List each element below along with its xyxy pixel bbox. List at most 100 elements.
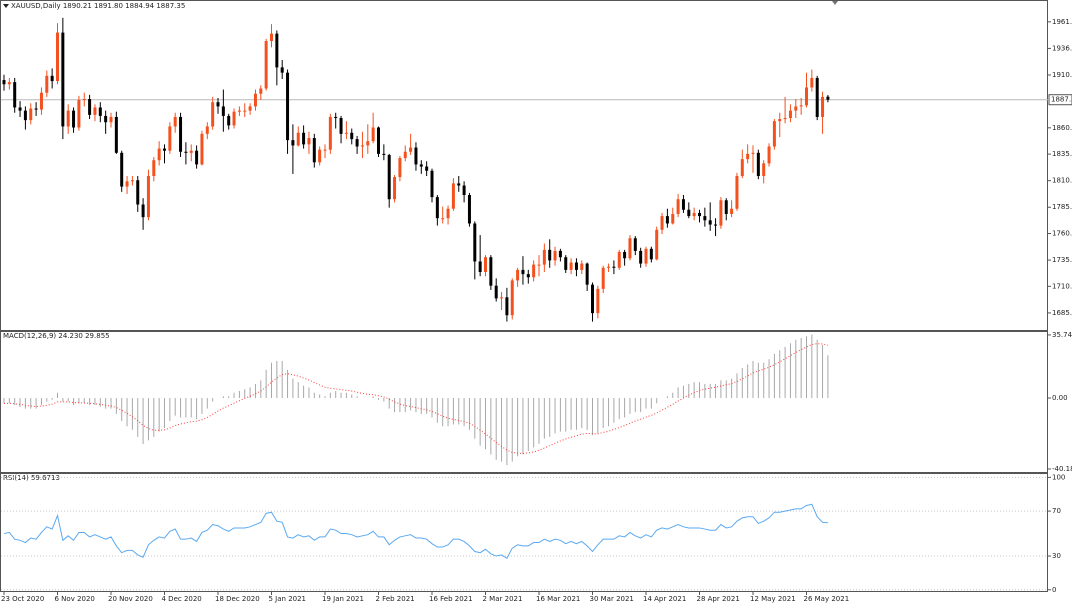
candle-body [714,224,718,226]
candle-body [425,166,429,171]
candle-body [323,149,327,151]
y-tick-label: 1785.40 [1052,203,1072,211]
candle-body [146,176,150,218]
candle-body [799,105,803,107]
y-tick-label: 1760.50 [1052,229,1072,237]
candle-body [724,200,728,214]
candle-body [328,116,332,150]
rsi-title: RSI(14) 59.6713 [3,474,60,482]
candle-body [264,41,268,89]
x-tick-label: 26 May 2021 [804,595,850,603]
candle-body [601,267,605,289]
candle-body [302,132,306,145]
x-tick-label: 20 Nov 2020 [108,595,153,603]
x-tick-label: 30 Mar 2021 [590,595,634,603]
candle-body [467,195,471,224]
candle-body [120,152,124,187]
candle-body [607,266,611,268]
y-tick-label: 1685.20 [1052,309,1072,317]
candle-body [740,159,744,177]
candle-body [478,261,482,272]
y-tick-label: -40.186 [1052,465,1072,473]
candle-body [216,102,220,107]
candle-body [671,213,675,224]
candle-body [371,127,375,142]
candle-body [334,116,338,119]
price-label-box [1048,94,1072,106]
rsi-panel-frame [0,473,1048,592]
x-tick-label: 28 Apr 2021 [697,595,740,603]
candle-body [163,148,166,151]
candle-body [419,164,423,167]
candle-body [82,99,86,101]
candle-body [435,197,439,219]
candle-body [810,77,814,88]
candle-body [500,297,504,299]
y-tick-label: 0.00 [1052,394,1068,402]
candle-body [612,266,616,268]
candle-body [730,208,734,214]
candle-body [403,151,407,159]
symbol-menu-arrow[interactable] [3,4,9,8]
candle-body [173,116,177,127]
x-tick-label: 19 Jan 2021 [322,595,364,603]
y-tick-label: 0 [1052,586,1056,594]
candle-body [778,119,782,122]
candle-body [703,216,707,221]
candle-body [393,177,397,200]
x-tick-label: 16 Feb 2021 [429,595,473,603]
candle-body [34,108,38,110]
candle-body [109,116,113,123]
candle-body [72,110,76,128]
y-tick-label: 100 [1052,473,1065,481]
y-tick-label: 70 [1052,507,1061,515]
candle-body [382,153,386,155]
candle-body [596,288,600,314]
candle-body [377,127,380,154]
y-tick-label: 1735.30 [1052,256,1072,264]
candle-body [243,110,247,112]
candle-body [18,107,22,111]
candle-body [125,181,129,187]
candle-body [2,80,6,85]
candle-body [548,249,552,261]
candle-body [318,149,322,163]
candle-body [441,218,445,220]
candle-body [826,96,830,100]
candle-body [585,263,589,285]
candle-body [510,280,514,316]
candle-body [628,238,632,259]
candle-body [232,111,236,126]
candle-body [88,99,92,115]
candle-body [756,152,760,177]
candle-body [537,264,541,266]
macd-panel-frame [0,331,1048,473]
y-tick-label: 1860.70 [1052,124,1072,132]
candle-body [692,212,696,217]
candle-body [639,250,643,264]
candle-body [366,141,370,146]
candle-body [168,126,172,151]
chart-shift-marker [832,1,838,5]
y-tick-label: 1910.80 [1052,71,1072,79]
candle-body [39,92,43,110]
candle-body [623,251,627,259]
candle-body [708,220,712,225]
y-tick-label: 1936.00 [1052,44,1072,52]
candle-body [189,150,193,153]
candle-body [649,248,653,260]
candle-body [484,257,487,272]
candle-body [275,33,279,68]
candle-body [387,154,391,200]
candle-body [7,82,11,85]
candle-body [681,199,685,210]
candle-body [644,248,648,264]
candle-body [564,257,568,270]
x-tick-label: 5 Jan 2021 [269,595,307,603]
candle-body [617,251,621,268]
candle-body [312,138,316,163]
candle-body [660,216,664,230]
candle-body [355,139,359,147]
candle-body [457,183,461,186]
candle-body [767,146,771,164]
